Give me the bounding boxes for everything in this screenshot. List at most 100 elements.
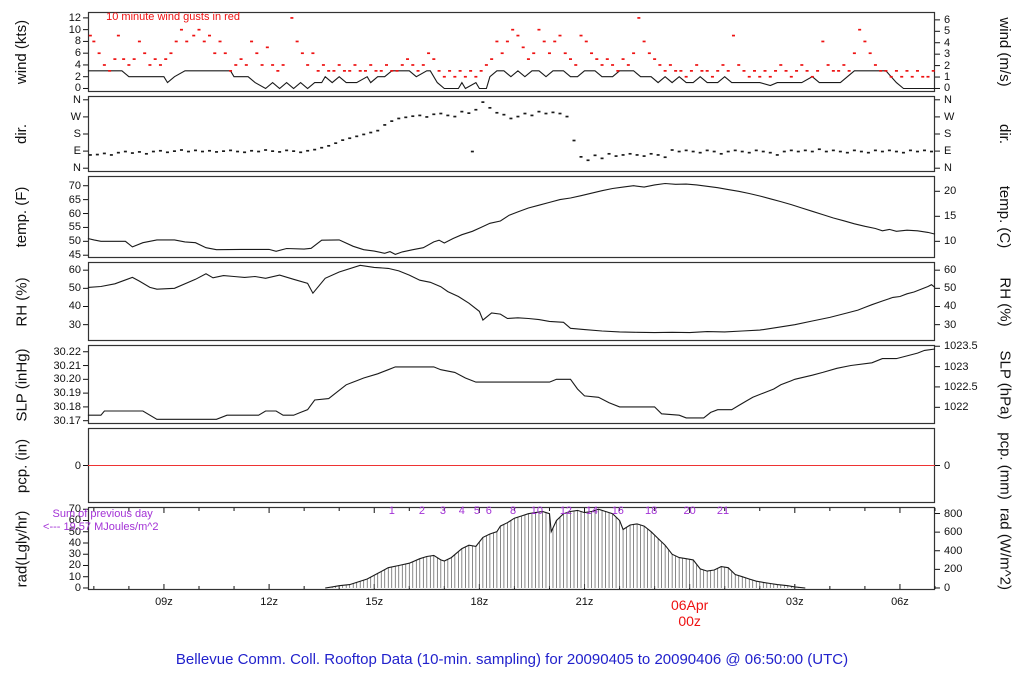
wind-data-dot — [379, 70, 383, 72]
rad-annotation: 14 — [585, 505, 598, 518]
slp-left-tick-label: 30.22 — [53, 345, 81, 358]
wind-data-dot — [469, 70, 473, 72]
dir-data-dot — [495, 111, 499, 114]
dir-data-dot — [670, 149, 674, 151]
rad-left-tick-label: 40 — [68, 536, 81, 549]
wind-data-dot — [316, 70, 320, 72]
rad-left-tick-label: 70 — [68, 503, 81, 516]
wind-data-dot — [674, 70, 678, 72]
dir-data-dot — [894, 150, 898, 153]
wind-data-dot — [239, 58, 243, 60]
wind-data-dot — [113, 58, 117, 60]
rad-annotation: 8 — [509, 505, 517, 518]
dir-data-dot — [677, 150, 681, 153]
rad-annotation: 12 — [559, 505, 573, 518]
dir-data-dot — [761, 150, 765, 153]
dir-data-dot — [614, 155, 618, 157]
dir-data-dot — [222, 150, 226, 152]
wind-data-dot — [779, 64, 783, 66]
dir-data-dot — [530, 114, 534, 117]
dir-data-dot — [747, 151, 751, 154]
rad-left-tick-label: 50 — [68, 525, 81, 538]
wind-data-dot — [921, 75, 925, 78]
rad-annotation: 6 — [485, 505, 492, 518]
temp-left-axis-title: temp. (F) — [13, 186, 30, 248]
rad-annotation: 4 — [458, 505, 465, 518]
temp-left-tick-label: 60 — [68, 207, 81, 220]
wind-data-dot — [363, 70, 367, 72]
rad-panel-canvas — [83, 506, 940, 591]
dir-data-dot — [873, 149, 877, 152]
pcp-right-tick-label: 0 — [944, 459, 951, 472]
rad-right-tick-label: 600 — [944, 526, 963, 539]
dir-data-dot — [705, 149, 709, 152]
dir-data-dot — [558, 112, 562, 115]
dir-data-dot — [915, 150, 919, 153]
dir-data-dot — [186, 150, 190, 153]
dir-data-dot — [908, 149, 912, 152]
rad-annotation: <--- 19.57 MJoules/m^2 — [43, 521, 159, 534]
wind-data-dot — [863, 40, 867, 43]
slp-right-tick-label: 1023 — [944, 360, 969, 373]
rad-left-tick-label: 30 — [68, 548, 81, 561]
wind-left-axis-title: wind (kts) — [13, 19, 30, 85]
wind-data-dot — [174, 40, 178, 43]
rad-annotation: 21 — [716, 505, 730, 518]
slp-series-line — [87, 348, 936, 420]
wind-data-dot — [164, 58, 168, 60]
wind-data-dot — [595, 58, 599, 60]
temp-left-tick-label: 45 — [68, 249, 81, 262]
dir-data-dot — [593, 154, 597, 157]
wind-data-dot — [153, 58, 157, 60]
wind-left-tick-label: 0 — [74, 82, 81, 95]
wind-left-tick-label: 12 — [68, 11, 81, 24]
slp-left-tick-label: 30.18 — [53, 400, 81, 413]
wind-data-dot — [300, 52, 304, 55]
wind-data-dot — [295, 40, 299, 43]
wind-data-dot — [500, 52, 504, 55]
wind-right-axis-title: wind (m/s) — [996, 17, 1013, 87]
wind-data-dot — [332, 70, 336, 72]
dir-data-dot — [887, 149, 891, 152]
wind-data-dot — [260, 64, 264, 66]
rad-panel-border — [87, 506, 936, 591]
wind-left-tick-label: 6 — [74, 47, 81, 60]
dir-data-dot — [901, 151, 905, 154]
dir-data-dot — [621, 154, 625, 156]
wind-data-dot — [102, 64, 106, 66]
dir-data-dot — [292, 150, 296, 152]
rad-left-tick-label: 0 — [74, 581, 81, 594]
dir-data-dot — [95, 153, 99, 156]
wind-data-dot — [255, 52, 259, 55]
slp-left-tick-label: 30.20 — [53, 373, 81, 386]
wind-data-dot — [879, 70, 883, 72]
dir-data-dot — [334, 142, 338, 145]
dir-data-dot — [754, 149, 758, 152]
dir-data-dot — [488, 106, 492, 109]
wind-right-tick-label: 3 — [944, 48, 951, 61]
dir-data-dot — [158, 149, 162, 152]
dir-left-tick-label: W — [70, 110, 81, 123]
wind-data-dot — [642, 40, 646, 43]
wind-data-dot — [837, 70, 841, 72]
wind-data-dot — [758, 75, 762, 78]
rad-right-tick-label: 800 — [944, 507, 963, 520]
wind-data-dot — [695, 64, 699, 66]
dir-data-dot — [439, 112, 443, 115]
temp-panel-border — [87, 175, 936, 259]
dir-data-dot — [179, 149, 183, 151]
wind-data-dot — [348, 70, 352, 72]
wind-data-dot — [213, 52, 217, 55]
wind-data-dot — [374, 70, 378, 72]
rh-right-tick-label: 40 — [944, 300, 957, 313]
dir-data-dot — [383, 124, 387, 126]
dir-data-dot — [824, 150, 828, 153]
dir-data-dot — [810, 150, 814, 153]
dir-data-dot — [123, 150, 127, 153]
wind-data-dot — [223, 52, 227, 55]
wind-data-dot — [244, 64, 248, 66]
dir-data-dot — [165, 151, 169, 154]
wind-data-dot — [774, 70, 778, 72]
rad-left-tick-label: 20 — [68, 559, 81, 572]
